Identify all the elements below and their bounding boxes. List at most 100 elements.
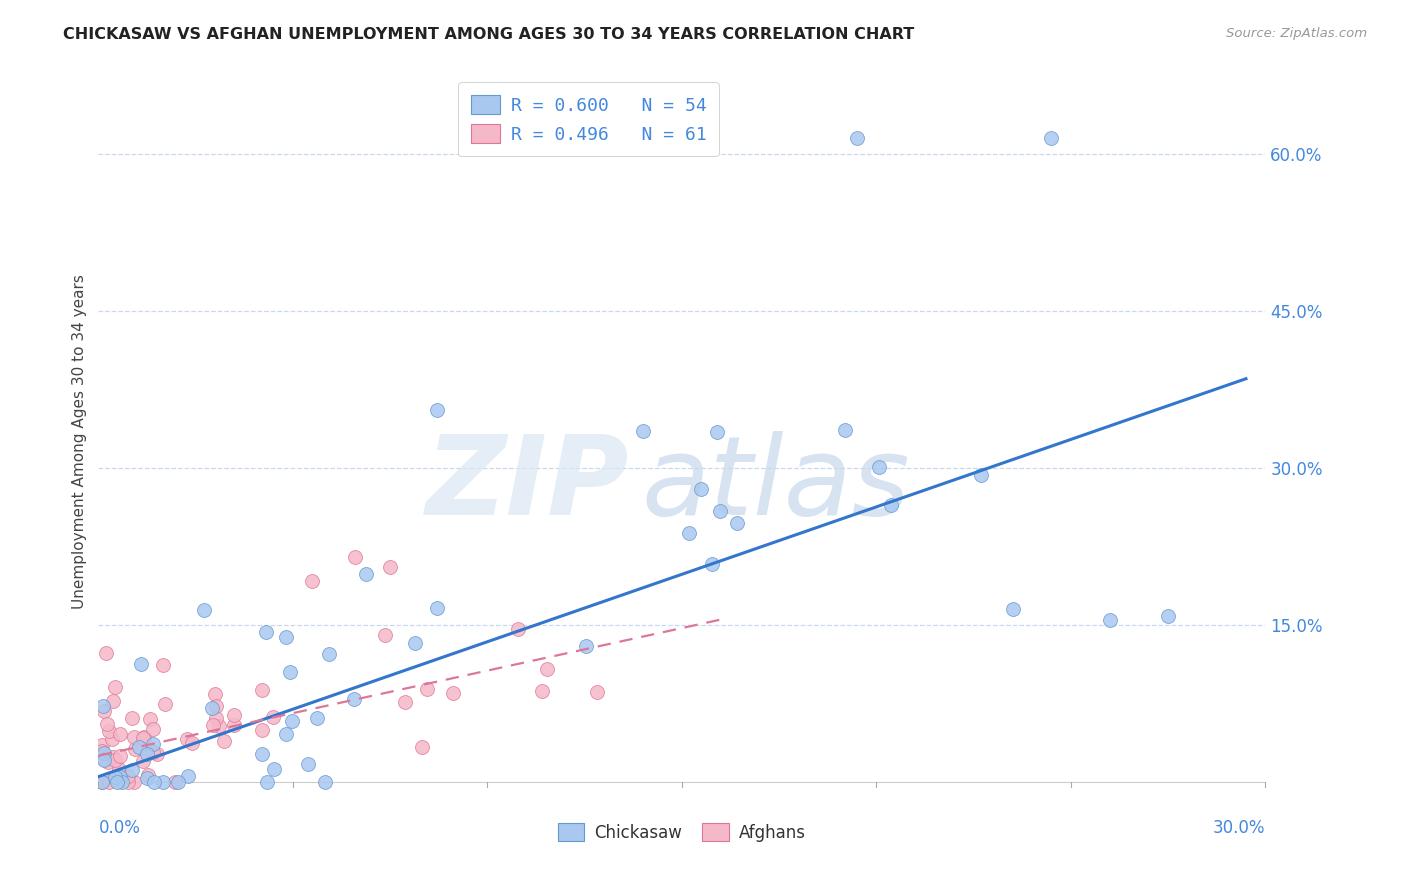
Point (142, 722, 165, 736)
Point (91, 775, 114, 789)
Point (167, 775, 190, 789)
Point (121, 764, 143, 778)
Text: 30.0%: 30.0% (1213, 819, 1265, 837)
Point (111, 775, 134, 789)
Point (108, 748, 131, 763)
Point (262, 710, 284, 724)
Point (91, 738, 114, 752)
Point (709, 504, 731, 518)
Point (138, 768, 160, 782)
Point (416, 681, 439, 696)
Point (354, 566, 377, 581)
Point (91, 699, 114, 714)
Point (281, 714, 304, 728)
Point (117, 775, 139, 789)
Point (129, 657, 152, 672)
Point (343, 692, 366, 706)
Point (103, 694, 125, 708)
Point (98, 724, 121, 739)
Point (631, 424, 654, 438)
Point (201, 701, 224, 715)
Point (441, 686, 464, 700)
Point (146, 747, 169, 761)
Point (93, 752, 115, 766)
Point (690, 482, 713, 496)
Point (96, 717, 118, 731)
Point (117, 769, 139, 783)
Point (307, 711, 329, 725)
Point (1157, 609, 1180, 624)
Text: CHICKASAW VS AFGHAN UNEMPLOYMENT AMONG AGES 30 TO 34 YEARS CORRELATION CHART: CHICKASAW VS AFGHAN UNEMPLOYMENT AMONG A… (63, 27, 914, 42)
Point (250, 723, 273, 738)
Point (426, 600, 449, 615)
Point (152, 658, 174, 673)
Point (263, 762, 285, 776)
Text: atlas: atlas (641, 432, 910, 539)
Point (101, 731, 124, 746)
Point (278, 665, 301, 680)
Point (202, 718, 225, 732)
Point (205, 699, 228, 714)
Y-axis label: Unemployment Among Ages 30 to 34 years: Unemployment Among Ages 30 to 34 years (72, 274, 87, 609)
Point (344, 549, 367, 564)
Point (165, 775, 187, 789)
Point (394, 695, 416, 709)
Point (91, 744, 114, 758)
Point (297, 757, 319, 772)
Point (274, 727, 297, 741)
Point (880, 498, 903, 512)
Point (530, 684, 553, 698)
Point (177, 769, 200, 783)
Point (93, 746, 115, 760)
Point (104, 753, 127, 767)
Point (204, 687, 226, 701)
Point (104, 772, 127, 786)
Point (1098, 613, 1121, 627)
Point (181, 736, 204, 750)
Text: ZIP: ZIP (426, 432, 630, 539)
Point (1001, 602, 1024, 616)
Point (725, 516, 748, 531)
Point (142, 746, 165, 760)
Point (193, 603, 215, 617)
Point (1040, 131, 1063, 145)
Point (152, 775, 174, 789)
Point (274, 630, 297, 644)
Point (122, 775, 145, 789)
Point (846, 131, 869, 145)
Point (380, 560, 402, 574)
Point (250, 747, 273, 761)
Point (301, 574, 323, 588)
Point (678, 526, 700, 541)
Point (224, 707, 246, 722)
Point (536, 662, 558, 676)
Point (208, 719, 231, 733)
Point (108, 762, 131, 776)
Point (318, 648, 340, 662)
Point (374, 628, 396, 642)
Point (404, 636, 426, 650)
Point (124, 731, 146, 745)
Point (136, 771, 159, 785)
Point (426, 403, 449, 417)
Point (93, 704, 115, 718)
Point (108, 727, 131, 741)
Point (105, 775, 128, 789)
Point (706, 425, 728, 439)
Point (104, 680, 127, 694)
Legend: Chickasaw, Afghans: Chickasaw, Afghans (551, 817, 813, 848)
Point (176, 731, 198, 746)
Point (104, 770, 127, 784)
Point (110, 770, 132, 784)
Point (153, 697, 176, 711)
Point (97, 775, 120, 789)
Point (411, 739, 433, 754)
Point (132, 731, 155, 745)
Point (586, 685, 609, 699)
Point (136, 747, 159, 761)
Text: Source: ZipAtlas.com: Source: ZipAtlas.com (1226, 27, 1367, 40)
Point (506, 622, 529, 636)
Point (142, 737, 165, 751)
Point (97, 755, 120, 769)
Point (222, 718, 245, 732)
